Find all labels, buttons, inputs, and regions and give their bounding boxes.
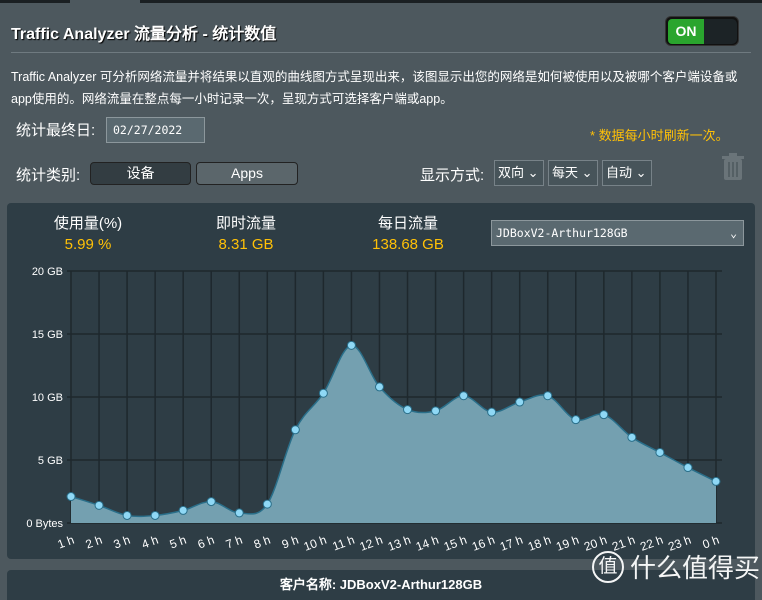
- x-tick-label: 6 h: [196, 533, 216, 552]
- y-tick-label: 20 GB: [32, 266, 63, 278]
- x-tick-label: 7 h: [224, 533, 244, 552]
- chevron-down-icon: ⌄: [635, 165, 647, 180]
- x-tick-label: 9 h: [280, 533, 300, 552]
- x-tick-label: 5 h: [168, 533, 188, 552]
- chevron-down-icon: ⌄: [581, 165, 593, 180]
- data-point: [431, 406, 441, 416]
- watermark-logo: 值什么值得买: [592, 548, 760, 585]
- realtime-value: 8.31 GB: [218, 236, 274, 253]
- device-select[interactable]: JDBoxV2-Arthur128GB ⌄: [491, 220, 744, 246]
- chevron-down-icon: ⌄: [730, 226, 737, 240]
- x-tick-label: 4 h: [140, 533, 160, 552]
- daily-value: 138.68 GB: [372, 236, 444, 253]
- data-point: [234, 508, 244, 518]
- data-point: [571, 415, 581, 425]
- divider: [11, 52, 751, 53]
- x-tick-label: 19 h: [554, 533, 581, 554]
- x-tick-label: 15 h: [442, 533, 469, 554]
- data-point: [515, 397, 525, 407]
- page-title: Traffic Analyzer 流量分析 - 统计数值: [11, 26, 277, 43]
- realtime-stat: 即时流量 8.31 GB: [176, 212, 316, 253]
- category-device-button[interactable]: 设备: [90, 162, 191, 185]
- data-point: [122, 510, 132, 520]
- direction-select[interactable]: 双向 ⌄: [494, 160, 544, 186]
- data-point: [599, 410, 609, 420]
- data-point: [627, 432, 637, 442]
- category-apps-button[interactable]: Apps: [196, 162, 298, 185]
- client-name: 客户名称: JDBoxV2-Arthur128GB: [279, 577, 483, 592]
- traffic-chart: 0 Bytes 5 GB 10 GB 15 GB 20 GB 1 h 2 h 3 h 4 h 5 …: [26, 266, 722, 554]
- y-tick-label: 0 Bytes: [26, 518, 63, 530]
- usage-label: 使用量(%): [53, 215, 123, 232]
- data-point: [683, 463, 693, 473]
- data-point: [290, 425, 300, 435]
- data-point: [66, 492, 76, 502]
- x-tick-label: 18 h: [526, 533, 553, 554]
- description: Traffic Analyzer 可分析网络流量并将结果以直观的曲线图方式呈现出…: [11, 70, 738, 106]
- data-point: [543, 391, 553, 401]
- data-point: [150, 510, 160, 520]
- chevron-down-icon: ⌄: [527, 165, 539, 180]
- x-tick-label: 12 h: [358, 533, 385, 554]
- x-tick-label: 0 h: [701, 533, 721, 552]
- data-point: [487, 407, 497, 417]
- y-tick-label: 15 GB: [32, 329, 63, 341]
- data-point: [318, 388, 328, 398]
- data-point: [94, 500, 104, 510]
- x-tick-label: 17 h: [498, 533, 525, 554]
- x-tick-label: 16 h: [470, 533, 497, 554]
- usage-stat: 使用量(%) 5.99 %: [18, 212, 158, 253]
- toggle-on-label: ON: [668, 19, 704, 44]
- date-label: 统计最终日:: [16, 122, 96, 139]
- daily-label: 每日流量: [377, 215, 438, 232]
- x-tick-label: 3 h: [112, 533, 132, 552]
- data-point: [655, 447, 665, 457]
- series-area: [71, 345, 716, 523]
- category-label: 统计类别:: [16, 167, 81, 184]
- x-tick-label: 1 h: [56, 533, 76, 552]
- scale-value: 自动: [606, 165, 633, 180]
- direction-value: 双向: [498, 165, 525, 180]
- data-point: [206, 497, 216, 507]
- toggle-knob: [704, 19, 737, 44]
- refresh-note: * 数据每小时刷新一次。: [590, 128, 729, 143]
- date-input[interactable]: 02/27/2022: [106, 117, 205, 143]
- client-name-panel: 客户名称: JDBoxV2-Arthur128GB: [7, 570, 755, 600]
- trash-icon[interactable]: [720, 152, 746, 182]
- top-bar: [0, 0, 762, 3]
- daily-stat: 每日流量 138.68 GB: [338, 212, 478, 253]
- y-tick-label: 5 GB: [38, 455, 63, 467]
- traffic-analyzer-toggle[interactable]: ON: [665, 16, 739, 46]
- x-tick-label: 14 h: [414, 533, 441, 554]
- period-value: 每天: [552, 165, 579, 180]
- usage-value: 5.99 %: [64, 236, 112, 253]
- x-tick-label: 8 h: [252, 533, 272, 552]
- realtime-label: 即时流量: [215, 215, 276, 232]
- period-select[interactable]: 每天 ⌄: [548, 160, 598, 186]
- data-point: [178, 505, 188, 515]
- data-point: [459, 391, 469, 401]
- active-tab-indicator: [70, 0, 140, 3]
- data-point: [374, 382, 384, 392]
- data-point: [346, 340, 356, 350]
- device-select-value: JDBoxV2-Arthur128GB: [496, 226, 628, 240]
- x-tick-label: 2 h: [84, 533, 104, 552]
- data-point: [711, 476, 721, 486]
- x-tick-label: 11 h: [331, 533, 357, 554]
- x-tick-label: 10 h: [302, 533, 329, 554]
- scale-select[interactable]: 自动 ⌄: [602, 160, 652, 186]
- data-point: [403, 405, 413, 415]
- x-tick-label: 13 h: [386, 533, 413, 554]
- display-label: 显示方式:: [420, 167, 485, 184]
- data-point: [262, 499, 272, 509]
- y-tick-label: 10 GB: [32, 392, 63, 404]
